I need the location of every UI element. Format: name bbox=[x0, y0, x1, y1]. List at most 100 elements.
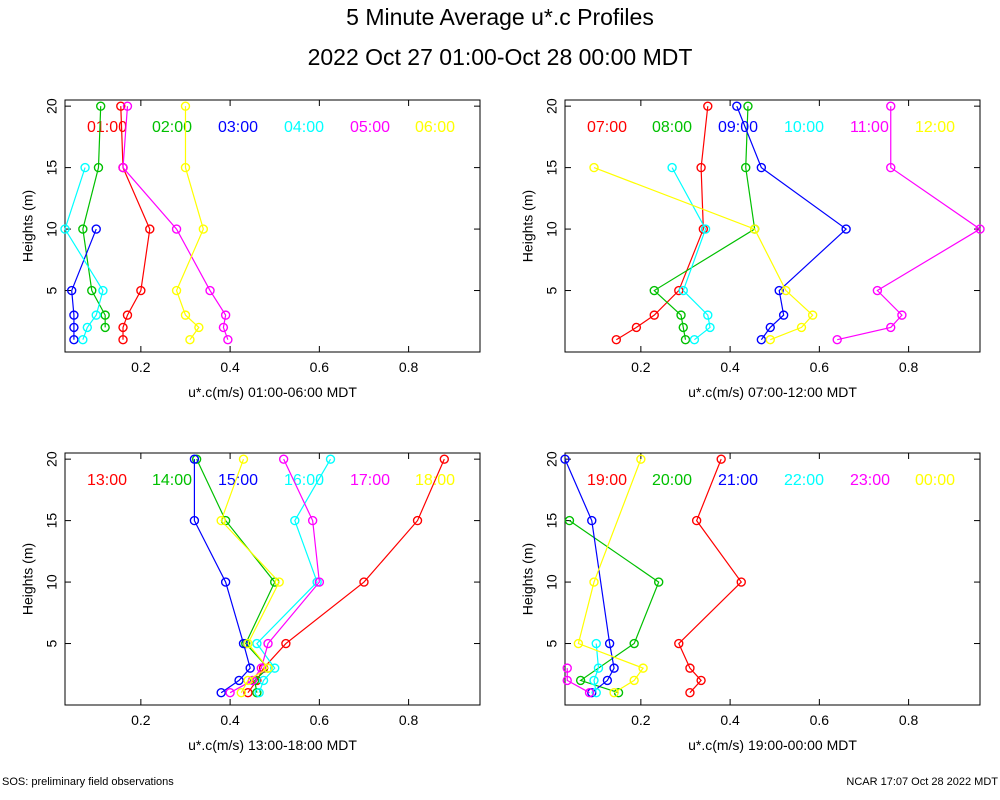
data-point bbox=[703, 101, 713, 111]
data-point bbox=[136, 285, 146, 296]
data-point bbox=[100, 322, 110, 333]
data-point bbox=[91, 310, 101, 320]
data-point bbox=[252, 638, 262, 649]
data-point bbox=[325, 454, 336, 464]
data-point bbox=[975, 224, 985, 234]
data-point bbox=[145, 224, 155, 234]
data-point bbox=[872, 285, 883, 296]
data-point bbox=[685, 663, 695, 673]
legend-label-01:00: 01:00 bbox=[87, 119, 127, 136]
x-tick-label: 0.6 bbox=[810, 359, 830, 375]
data-point bbox=[685, 688, 695, 698]
data-point bbox=[69, 335, 79, 345]
x-tick-label: 0.6 bbox=[310, 359, 330, 375]
y-tick-label: 10 bbox=[44, 574, 60, 590]
data-point bbox=[258, 675, 269, 686]
series-line-13:00 bbox=[247, 458, 445, 694]
data-point bbox=[100, 310, 110, 320]
data-point bbox=[194, 322, 204, 333]
legend-label-15:00: 15:00 bbox=[218, 472, 258, 489]
page-subtitle: 2022 Oct 27 01:00-Oct 28 00:00 MDT bbox=[307, 44, 693, 70]
series-line-19:00 bbox=[678, 458, 743, 694]
data-point bbox=[359, 577, 369, 587]
data-point bbox=[118, 335, 128, 345]
data-point bbox=[886, 162, 896, 173]
data-point bbox=[807, 310, 818, 320]
data-point bbox=[234, 675, 244, 686]
x-tick-label: 0.8 bbox=[899, 712, 919, 728]
data-point bbox=[560, 454, 570, 464]
data-point bbox=[225, 688, 235, 698]
data-point bbox=[245, 663, 255, 673]
y-tick-label: 10 bbox=[544, 221, 560, 237]
data-point bbox=[82, 322, 93, 333]
legend-label-09:00: 09:00 bbox=[718, 119, 758, 136]
data-point bbox=[118, 162, 128, 173]
plot-frame bbox=[64, 99, 481, 353]
y-tick-label: 20 bbox=[44, 451, 60, 467]
data-point bbox=[897, 310, 907, 320]
data-point bbox=[95, 101, 106, 111]
legend-label-11:00: 11:00 bbox=[850, 119, 889, 136]
y-tick-label: 5 bbox=[44, 286, 60, 294]
data-point bbox=[69, 310, 79, 320]
data-point bbox=[307, 515, 318, 526]
data-point bbox=[122, 310, 133, 320]
data-point bbox=[180, 101, 191, 111]
data-point bbox=[638, 663, 648, 673]
data-point bbox=[674, 638, 684, 649]
series-line-06:00 bbox=[175, 106, 204, 341]
data-point bbox=[676, 310, 686, 320]
data-point bbox=[412, 515, 423, 526]
data-point bbox=[649, 310, 659, 320]
data-point bbox=[218, 322, 229, 333]
series-line-11:00 bbox=[837, 106, 982, 341]
series-line-04:00 bbox=[64, 167, 104, 340]
data-point bbox=[703, 310, 713, 320]
data-point bbox=[589, 162, 599, 173]
data-point bbox=[243, 638, 253, 649]
data-point bbox=[587, 515, 597, 526]
data-point bbox=[281, 638, 291, 649]
series-line-18:00 bbox=[220, 458, 280, 693]
data-point bbox=[93, 162, 104, 173]
data-point bbox=[689, 335, 700, 345]
x-tick-label: 0.2 bbox=[631, 359, 651, 375]
data-point bbox=[756, 162, 767, 173]
legend-label-17:00: 17:00 bbox=[350, 472, 390, 489]
y-tick-label: 5 bbox=[544, 639, 560, 647]
series-line-07:00 bbox=[616, 106, 709, 341]
data-point bbox=[765, 335, 775, 345]
footer-note: SOS: preliminary field observations bbox=[2, 776, 174, 788]
plot-frame bbox=[564, 99, 981, 353]
legend-label-02:00: 02:00 bbox=[152, 119, 192, 136]
legend-label-19:00: 19:00 bbox=[587, 472, 627, 489]
data-point bbox=[290, 515, 300, 526]
legend-label-12:00: 12:00 bbox=[915, 119, 955, 136]
y-tick-label: 20 bbox=[44, 98, 60, 114]
data-point bbox=[216, 688, 226, 698]
data-point bbox=[189, 454, 200, 464]
data-point bbox=[80, 162, 90, 173]
data-point bbox=[238, 454, 249, 464]
legend-label-13:00: 13:00 bbox=[87, 472, 127, 489]
y-axis-label: Heights (m) bbox=[20, 543, 36, 615]
data-point bbox=[66, 285, 77, 296]
data-point bbox=[589, 577, 599, 587]
data-point bbox=[171, 285, 182, 296]
x-tick-label: 0.4 bbox=[720, 359, 740, 375]
data-point bbox=[180, 162, 191, 173]
plot-frame bbox=[564, 452, 981, 706]
data-point bbox=[841, 224, 851, 234]
data-point bbox=[278, 454, 289, 464]
data-point bbox=[591, 688, 601, 698]
data-point bbox=[122, 101, 133, 111]
series-line-10:00 bbox=[671, 167, 711, 341]
y-tick-label: 10 bbox=[544, 574, 560, 590]
data-point bbox=[439, 454, 450, 464]
y-tick-label: 5 bbox=[44, 639, 60, 647]
chart-panel-4: 0.2 0.4 0.6 0.8 5 10 15 20 u*.c(m/s) 19:00-00:00… bbox=[520, 451, 981, 753]
data-point bbox=[562, 675, 572, 686]
data-point bbox=[741, 162, 751, 173]
data-point bbox=[778, 310, 789, 320]
